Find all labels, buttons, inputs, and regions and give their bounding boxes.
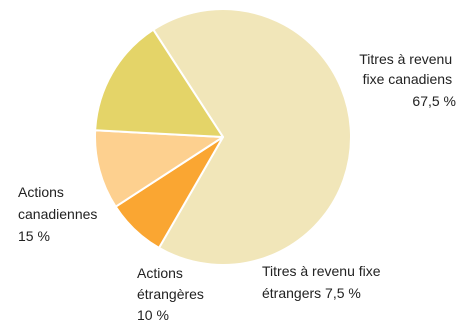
slice-value-label: 10 % bbox=[137, 307, 169, 323]
pie-slice-2 bbox=[94, 129, 224, 208]
slice-label-titres-revenu-fixe-canadiens: Titres à revenu fixe canadiens 67,5 % bbox=[359, 51, 456, 109]
slice-label-line: étrangères bbox=[137, 286, 204, 302]
slice-label-titres-revenu-fixe-etrangers: Titres à revenu fixe étrangers 7,5 % bbox=[262, 263, 384, 301]
slice-label-line: fixe canadiens bbox=[363, 71, 453, 87]
slice-label-actions-etrangeres: Actions étrangères 10 % bbox=[137, 265, 208, 323]
slice-label-line: Titres à revenu fixe bbox=[262, 263, 381, 279]
pie-slice-3 bbox=[94, 28, 224, 138]
slice-label-line: Actions bbox=[137, 265, 183, 281]
pie-slices bbox=[94, 8, 352, 266]
slice-label-line: Titres à revenu bbox=[359, 51, 452, 67]
slice-value-label: 67,5 % bbox=[412, 93, 456, 109]
slice-label-line: canadiennes bbox=[18, 206, 97, 222]
slice-label-line: Actions bbox=[18, 184, 64, 200]
pie-slice-0 bbox=[152, 8, 352, 266]
slice-label-line: étrangers 7,5 % bbox=[262, 285, 361, 301]
slice-label-actions-canadiennes: Actions canadiennes 15 % bbox=[18, 184, 101, 244]
slice-value-label: 15 % bbox=[18, 228, 50, 244]
